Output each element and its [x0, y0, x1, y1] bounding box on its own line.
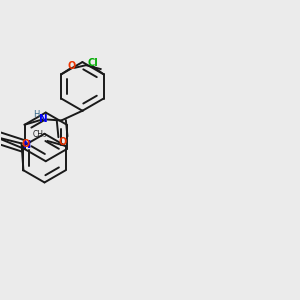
Text: O: O [21, 139, 29, 149]
Text: Cl: Cl [88, 58, 98, 68]
Text: O: O [59, 137, 67, 147]
Text: O: O [68, 61, 76, 71]
Text: N: N [22, 140, 30, 150]
Text: H: H [33, 110, 40, 119]
Text: CH₃: CH₃ [33, 130, 47, 140]
Text: N: N [39, 114, 48, 124]
